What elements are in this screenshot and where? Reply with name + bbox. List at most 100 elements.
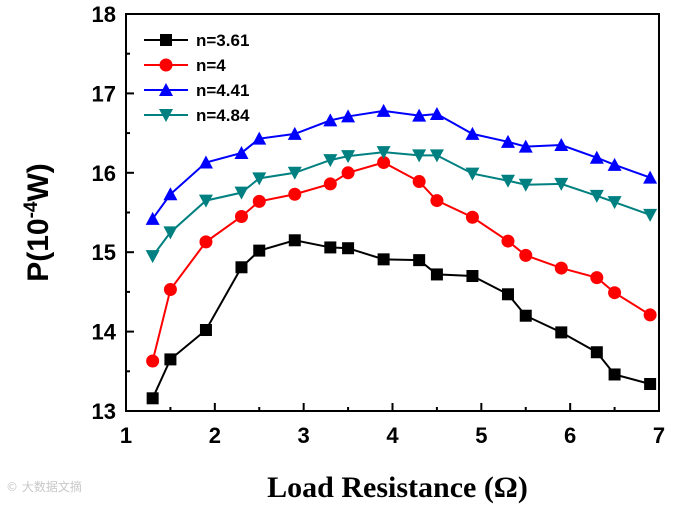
data-point xyxy=(376,146,391,160)
series-line xyxy=(151,239,651,399)
y-tick-label: 18 xyxy=(92,2,116,27)
data-point xyxy=(608,368,621,381)
data-point xyxy=(643,308,657,322)
data-point xyxy=(466,270,479,283)
data-point xyxy=(341,166,355,180)
data-point xyxy=(288,234,301,247)
data-point xyxy=(252,194,266,208)
data-point xyxy=(377,155,391,169)
data-point xyxy=(413,254,426,267)
data-point xyxy=(412,149,427,163)
series-n=4 xyxy=(146,155,657,368)
y-tick-label: 16 xyxy=(92,161,116,186)
data-point xyxy=(164,353,177,366)
x-tick-label: 4 xyxy=(386,423,399,448)
data-point xyxy=(643,208,658,222)
data-point xyxy=(590,271,604,285)
data-point xyxy=(341,150,356,164)
x-tick-label: 6 xyxy=(564,423,576,448)
data-point xyxy=(465,126,480,140)
data-point xyxy=(252,131,267,145)
y-axis-title-main: P(10 xyxy=(22,218,55,281)
data-point xyxy=(518,178,533,192)
data-point xyxy=(412,175,426,189)
legend-marker xyxy=(160,34,172,46)
x-axis-title: Load Resistance (Ω) xyxy=(267,471,528,504)
data-point xyxy=(501,234,515,248)
y-axis-title-exponent: -4 xyxy=(21,201,42,218)
data-point xyxy=(429,149,444,163)
legend-item: n=4.41 xyxy=(144,81,249,100)
series-n=4.84 xyxy=(145,146,658,264)
y-tick-label: 14 xyxy=(92,320,117,345)
data-point xyxy=(589,150,604,164)
data-point xyxy=(554,177,569,191)
y-axis-title-unit: W) xyxy=(22,163,55,201)
data-point xyxy=(341,109,356,123)
data-point xyxy=(163,283,177,297)
data-point xyxy=(234,145,249,159)
x-tick-label: 3 xyxy=(298,423,310,448)
data-point xyxy=(608,286,622,300)
data-point xyxy=(430,268,443,281)
data-point xyxy=(199,324,212,337)
data-point xyxy=(252,172,267,186)
data-point xyxy=(198,194,213,208)
data-point xyxy=(145,211,160,225)
data-point xyxy=(163,187,178,201)
data-point xyxy=(287,166,302,180)
data-point xyxy=(199,235,213,249)
data-point xyxy=(518,139,533,153)
y-axis-title: P(10-4W) xyxy=(21,163,55,282)
data-point xyxy=(519,309,532,322)
data-point xyxy=(288,187,302,201)
watermark: © 大数据文摘 xyxy=(6,480,82,494)
data-point xyxy=(323,177,337,191)
legend-marker xyxy=(159,58,173,72)
legend-marker xyxy=(159,83,173,96)
series-line xyxy=(151,161,651,362)
data-point xyxy=(198,155,213,169)
data-point xyxy=(146,354,160,368)
legend-item: n=3.61 xyxy=(144,31,249,50)
series-line xyxy=(151,109,651,220)
legend-item: n=4.84 xyxy=(144,106,250,125)
data-point xyxy=(376,103,391,117)
data-point xyxy=(554,138,569,152)
series-n=4.41 xyxy=(145,103,658,225)
data-point xyxy=(500,174,515,188)
data-point xyxy=(643,170,658,184)
data-point xyxy=(519,248,533,262)
y-tick-label: 17 xyxy=(92,81,116,106)
data-point xyxy=(377,253,390,266)
data-point xyxy=(589,189,604,203)
data-point xyxy=(465,210,479,224)
data-point xyxy=(163,226,178,240)
data-point xyxy=(555,326,568,339)
legend: n=3.61 n=4 n=4.41 n=4.84 xyxy=(144,31,250,125)
data-point xyxy=(465,167,480,181)
legend-label: n=4.41 xyxy=(196,81,249,100)
axes: 1 2 3 4 5 6 7 13 14 15 16 17 18 xyxy=(92,2,666,448)
data-point xyxy=(342,242,355,255)
x-tick-label: 5 xyxy=(475,423,487,448)
legend-label: n=4.84 xyxy=(196,106,250,125)
data-point xyxy=(429,107,444,121)
data-point xyxy=(501,288,514,301)
data-point xyxy=(287,126,302,140)
data-point xyxy=(324,241,337,254)
data-point xyxy=(145,250,160,264)
x-tick-label: 7 xyxy=(653,423,665,448)
legend-marker xyxy=(159,109,173,122)
data-point xyxy=(500,134,515,148)
series-line xyxy=(151,151,651,257)
data-point xyxy=(234,186,249,200)
data-point xyxy=(146,392,159,405)
series-layer xyxy=(145,103,658,405)
data-point xyxy=(554,261,568,275)
data-point xyxy=(412,108,427,122)
data-point xyxy=(234,209,248,223)
y-tick-label: 13 xyxy=(92,399,116,424)
data-point xyxy=(253,244,266,257)
